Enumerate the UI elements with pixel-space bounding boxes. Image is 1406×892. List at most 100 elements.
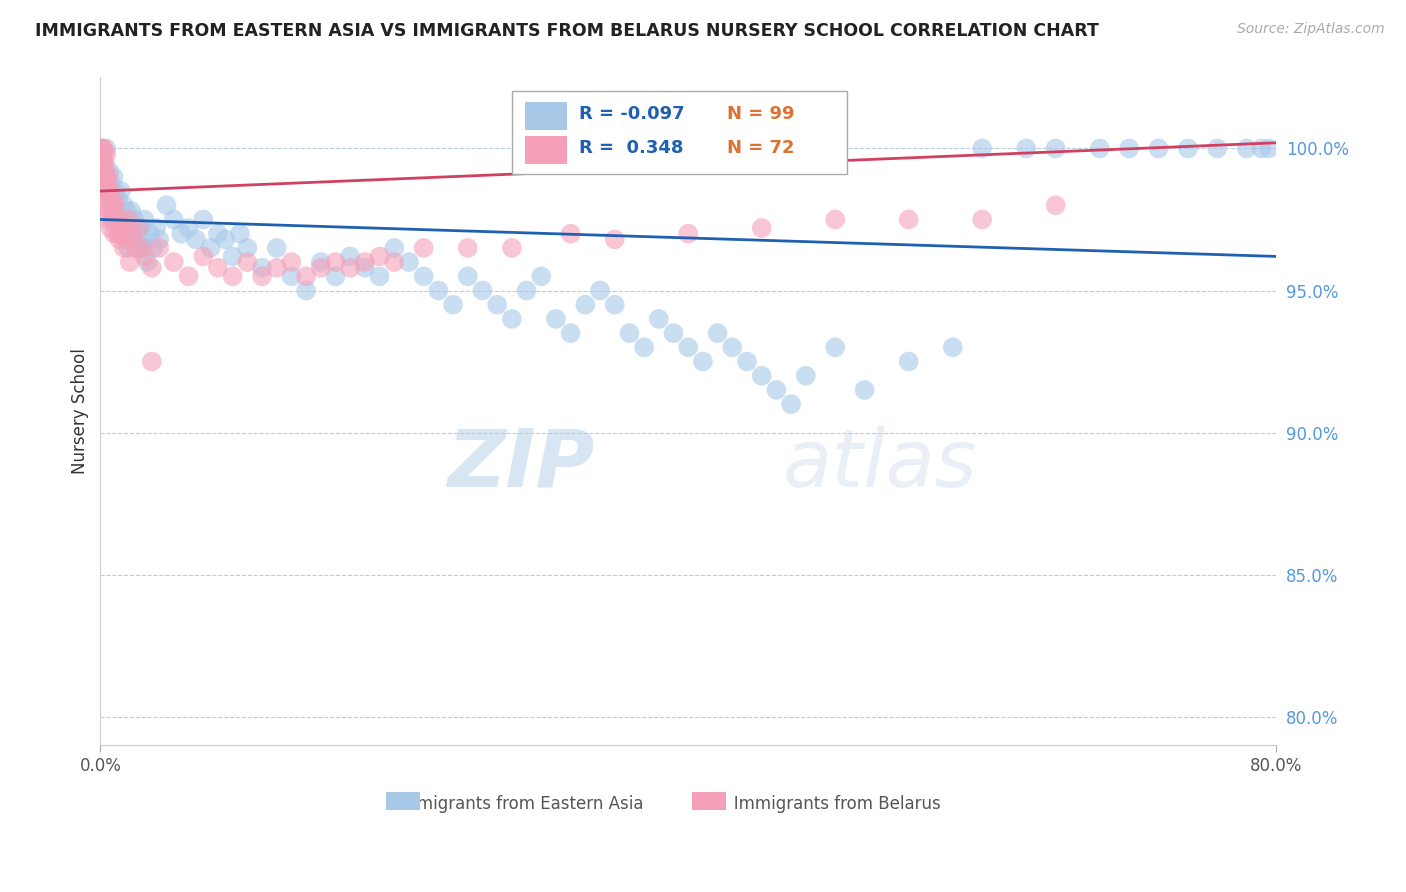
Point bbox=[972, 212, 994, 227]
Point bbox=[229, 227, 252, 241]
Point bbox=[266, 260, 288, 275]
Point bbox=[115, 204, 138, 219]
Point bbox=[93, 141, 115, 155]
Point bbox=[110, 184, 132, 198]
Point bbox=[121, 232, 143, 246]
Point bbox=[633, 340, 655, 354]
FancyBboxPatch shape bbox=[524, 103, 567, 130]
Point bbox=[1045, 198, 1067, 212]
Point bbox=[824, 340, 846, 354]
Point bbox=[98, 184, 121, 198]
Point bbox=[1118, 141, 1140, 155]
Point bbox=[90, 141, 112, 155]
Point bbox=[141, 354, 163, 368]
Point bbox=[134, 249, 156, 263]
Point bbox=[942, 340, 965, 354]
Point bbox=[94, 155, 117, 169]
Point bbox=[339, 260, 361, 275]
Point bbox=[574, 298, 596, 312]
Point bbox=[112, 198, 135, 212]
Point bbox=[648, 312, 671, 326]
Point bbox=[721, 340, 744, 354]
Point bbox=[148, 241, 170, 255]
Point bbox=[501, 312, 523, 326]
Point bbox=[124, 241, 146, 255]
Point bbox=[118, 221, 141, 235]
Point bbox=[136, 255, 159, 269]
Point bbox=[236, 241, 259, 255]
Point bbox=[94, 198, 117, 212]
Point bbox=[110, 212, 132, 227]
Point bbox=[96, 147, 118, 161]
Point bbox=[1206, 141, 1229, 155]
Point bbox=[339, 249, 361, 263]
FancyBboxPatch shape bbox=[524, 136, 567, 163]
Point bbox=[1147, 141, 1170, 155]
Point bbox=[236, 255, 259, 269]
Point bbox=[98, 204, 121, 219]
Point bbox=[1177, 141, 1199, 155]
Point bbox=[105, 204, 128, 219]
Point bbox=[101, 212, 124, 227]
Point bbox=[148, 232, 170, 246]
Point bbox=[94, 184, 117, 198]
Point bbox=[589, 284, 612, 298]
Point bbox=[90, 155, 112, 169]
Point bbox=[163, 212, 186, 227]
Text: Immigrants from Eastern Asia: Immigrants from Eastern Asia bbox=[380, 795, 644, 814]
Point bbox=[170, 227, 193, 241]
Point bbox=[117, 241, 139, 255]
Point bbox=[91, 184, 114, 198]
Point bbox=[309, 260, 332, 275]
Point bbox=[676, 227, 699, 241]
Point bbox=[427, 284, 450, 298]
Point bbox=[794, 368, 817, 383]
Point bbox=[114, 221, 136, 235]
Point bbox=[368, 249, 391, 263]
Point bbox=[280, 255, 302, 269]
Point bbox=[266, 241, 288, 255]
Point bbox=[471, 284, 494, 298]
Point bbox=[295, 269, 318, 284]
Point bbox=[122, 212, 145, 227]
Text: Immigrants from Belarus: Immigrants from Belarus bbox=[718, 795, 941, 814]
Point bbox=[603, 232, 626, 246]
Point bbox=[214, 232, 236, 246]
Point bbox=[221, 269, 243, 284]
Point bbox=[853, 383, 876, 397]
Point bbox=[1257, 141, 1279, 155]
Point bbox=[457, 241, 479, 255]
Point bbox=[200, 241, 222, 255]
Point bbox=[94, 164, 117, 178]
Point bbox=[121, 227, 143, 241]
Text: R = -0.097: R = -0.097 bbox=[579, 105, 685, 123]
Point bbox=[155, 198, 177, 212]
Point bbox=[193, 249, 215, 263]
Point bbox=[309, 255, 332, 269]
Point bbox=[163, 255, 186, 269]
Point bbox=[93, 164, 115, 178]
Point bbox=[105, 212, 128, 227]
Point bbox=[107, 193, 129, 207]
Point bbox=[104, 184, 127, 198]
Point bbox=[398, 255, 420, 269]
Point bbox=[114, 212, 136, 227]
Point bbox=[98, 164, 121, 178]
Point bbox=[128, 221, 150, 235]
Point bbox=[96, 193, 118, 207]
Point bbox=[1250, 141, 1272, 155]
Point bbox=[457, 269, 479, 284]
Point bbox=[250, 260, 273, 275]
Point bbox=[692, 354, 714, 368]
Point bbox=[544, 312, 567, 326]
Point bbox=[221, 249, 243, 263]
Point bbox=[897, 212, 920, 227]
Point bbox=[824, 212, 846, 227]
Point bbox=[1045, 141, 1067, 155]
Point bbox=[619, 326, 641, 340]
Point bbox=[97, 184, 120, 198]
Point bbox=[897, 354, 920, 368]
Point bbox=[1236, 141, 1258, 155]
Point bbox=[104, 198, 127, 212]
Point bbox=[127, 227, 149, 241]
